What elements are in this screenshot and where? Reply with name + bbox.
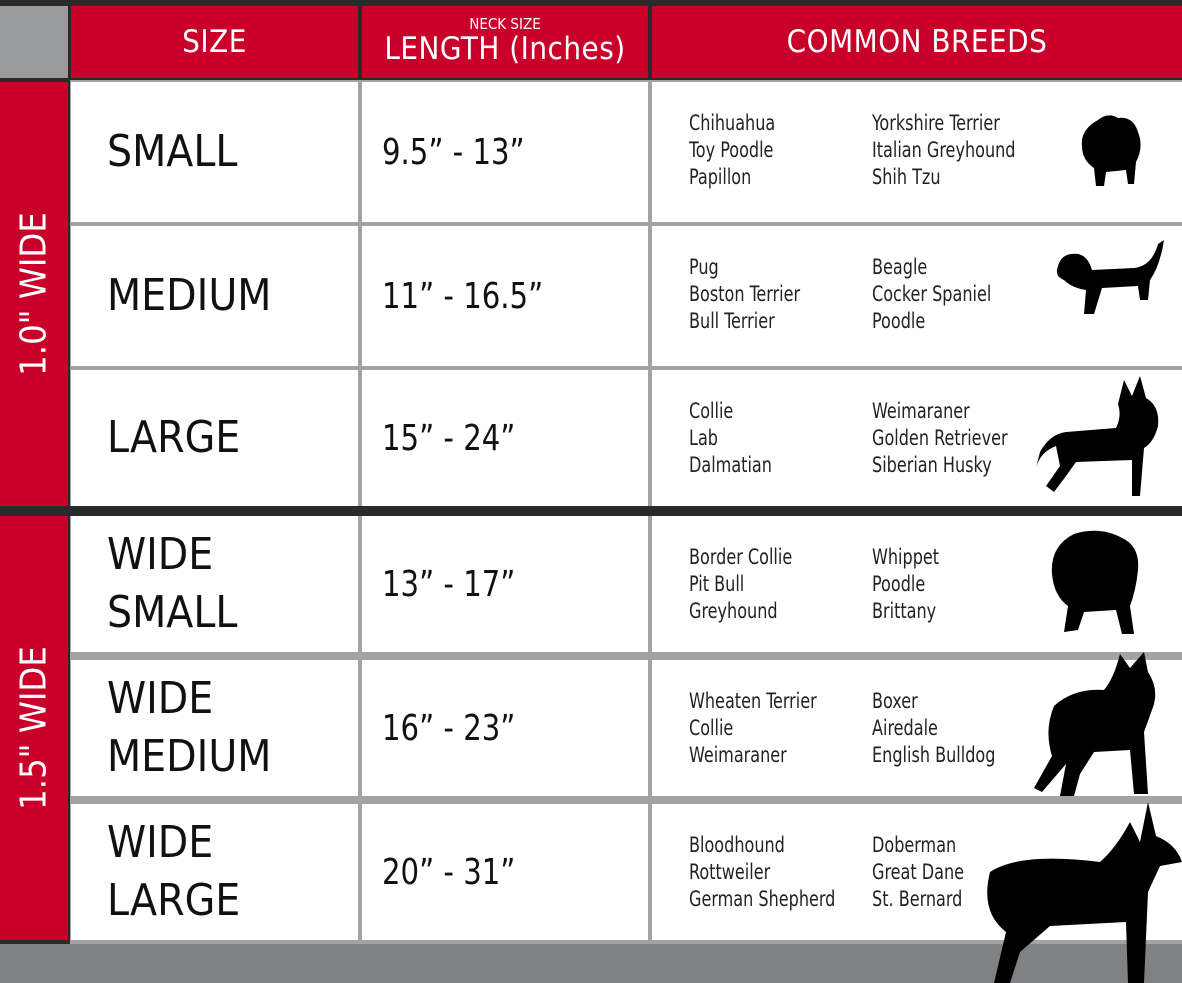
- breeds-list-b: Whippet Poodle Brittany: [872, 544, 951, 625]
- breed-name: Papillon: [689, 165, 752, 189]
- breeds-list-b: Yorkshire Terrier Italian Greyhound Shih T…: [872, 110, 1041, 191]
- breed-name: Airedale: [872, 716, 938, 740]
- footer-bar: [0, 944, 1182, 983]
- header-size-label: SIZE: [182, 24, 247, 60]
- breed-name: Whippet: [872, 545, 940, 569]
- size-cell: WIDE MEDIUM: [71, 660, 358, 796]
- group-label: 1.5" WIDE: [13, 646, 55, 810]
- breed-name: Siberian Husky: [872, 453, 992, 477]
- breed-name: Wheaten Terrier: [689, 689, 817, 713]
- large-dog-silhouette-icon: [1036, 376, 1159, 496]
- breed-name: Toy Poodle: [689, 138, 774, 162]
- length-cell: 20” - 31”: [362, 804, 648, 940]
- size-cell: WIDE LARGE: [71, 804, 358, 940]
- breeds-list-a: Border Collie Pit Bull Greyhound: [689, 544, 810, 625]
- group-label: 1.0" WIDE: [13, 212, 55, 376]
- header-length: NECK SIZE LENGTH (Inches): [362, 6, 648, 78]
- dachshund-silhouette-icon: [1056, 240, 1164, 314]
- size-label: WIDE LARGE: [107, 817, 241, 926]
- breed-name: Greyhound: [689, 599, 778, 623]
- length-value: 20” - 31”: [382, 851, 516, 893]
- breed-name: Cocker Spaniel: [872, 282, 992, 306]
- breed-name: Lab: [689, 426, 718, 450]
- size-label: LARGE: [107, 412, 241, 463]
- breed-name: Bull Terrier: [689, 309, 775, 333]
- breeds-list-b: Weimaraner Golden Retriever Siberian Husky: [872, 398, 1031, 479]
- size-cell: WIDE SMALL: [71, 516, 358, 652]
- length-value: 9.5” - 13”: [382, 131, 525, 173]
- breed-name: Collie: [689, 399, 734, 423]
- breed-name: German Shepherd: [689, 887, 836, 911]
- header-corner: [0, 6, 68, 78]
- breed-name: Chihuahua: [689, 111, 776, 135]
- breeds-list-a: Bloodhound Rottweiler German Shepherd: [689, 832, 861, 913]
- group-band-1-5in: 1.5" WIDE: [0, 516, 68, 940]
- size-cell: MEDIUM: [71, 226, 358, 366]
- size-cell: LARGE: [71, 370, 358, 506]
- breed-name: Poodle: [872, 309, 926, 333]
- breed-name: Great Dane: [872, 860, 965, 884]
- length-value: 15” - 24”: [382, 417, 516, 459]
- header-breeds: COMMON BREEDS: [652, 6, 1182, 78]
- small-dog-silhouette-icon: [1081, 115, 1141, 186]
- length-cell: 11” - 16.5”: [362, 226, 648, 366]
- bulldog-silhouette-icon: [1051, 530, 1139, 634]
- breed-name: Collie: [689, 716, 734, 740]
- breeds-list-b: Beagle Cocker Spaniel Poodle: [872, 254, 1012, 335]
- breed-name: Rottweiler: [689, 860, 771, 884]
- breed-name: Weimaraner: [872, 399, 970, 423]
- breed-name: Boxer: [872, 689, 918, 713]
- header-neck-size-label: NECK SIZE: [469, 15, 541, 33]
- breeds-list-a: Pug Boston Terrier Bull Terrier: [689, 254, 820, 335]
- breed-name: Pit Bull: [689, 572, 745, 596]
- breed-name: Italian Greyhound: [872, 138, 1016, 162]
- breed-name: Brittany: [872, 599, 937, 623]
- breed-name: Golden Retriever: [872, 426, 1008, 450]
- breeds-list-a: Chihuahua Toy Poodle Papillon: [689, 110, 790, 191]
- breed-name: Bloodhound: [689, 833, 785, 857]
- breed-name: English Bulldog: [872, 743, 996, 767]
- length-cell: 16” - 23”: [362, 660, 648, 796]
- breed-name: Yorkshire Terrier: [872, 111, 1000, 135]
- group-divider: [0, 506, 1182, 516]
- length-value: 16” - 23”: [382, 707, 516, 749]
- length-cell: 9.5” - 13”: [362, 82, 648, 222]
- breeds-list-a: Wheaten Terrier Collie Weimaraner: [689, 688, 839, 769]
- header-length-label: LENGTH (Inches): [384, 31, 626, 67]
- doberman-silhouette-icon: [987, 802, 1182, 983]
- header-breeds-label: COMMON BREEDS: [786, 24, 1048, 60]
- size-label: WIDE SMALL: [107, 529, 238, 638]
- breed-name: Beagle: [872, 255, 928, 279]
- size-label: WIDE MEDIUM: [107, 673, 272, 782]
- breeds-list-a: Collie Lab Dalmatian: [689, 398, 787, 479]
- breed-name: St. Bernard: [872, 887, 963, 911]
- length-value: 11” - 16.5”: [382, 275, 544, 317]
- breed-name: Dalmatian: [689, 453, 772, 477]
- pitbull-silhouette-icon: [1034, 652, 1156, 796]
- breed-name: Boston Terrier: [689, 282, 801, 306]
- size-label: SMALL: [107, 126, 238, 177]
- size-label: MEDIUM: [107, 270, 272, 321]
- header-size: SIZE: [71, 6, 358, 78]
- size-cell: SMALL: [71, 82, 358, 222]
- group-band-1in: 1.0" WIDE: [0, 82, 68, 506]
- breed-name: Doberman: [872, 833, 957, 857]
- length-value: 13” - 17”: [382, 563, 516, 605]
- breed-name: Border Collie: [689, 545, 793, 569]
- breed-name: Poodle: [872, 572, 926, 596]
- breed-name: Weimaraner: [689, 743, 787, 767]
- length-cell: 13” - 17”: [362, 516, 648, 652]
- breed-name: Shih Tzu: [872, 165, 941, 189]
- breeds-list-b: Boxer Airedale English Bulldog: [872, 688, 1017, 769]
- breed-name: Pug: [689, 255, 719, 279]
- breeds-list-b: Doberman Great Dane St. Bernard: [872, 832, 980, 913]
- length-cell: 15” - 24”: [362, 370, 648, 506]
